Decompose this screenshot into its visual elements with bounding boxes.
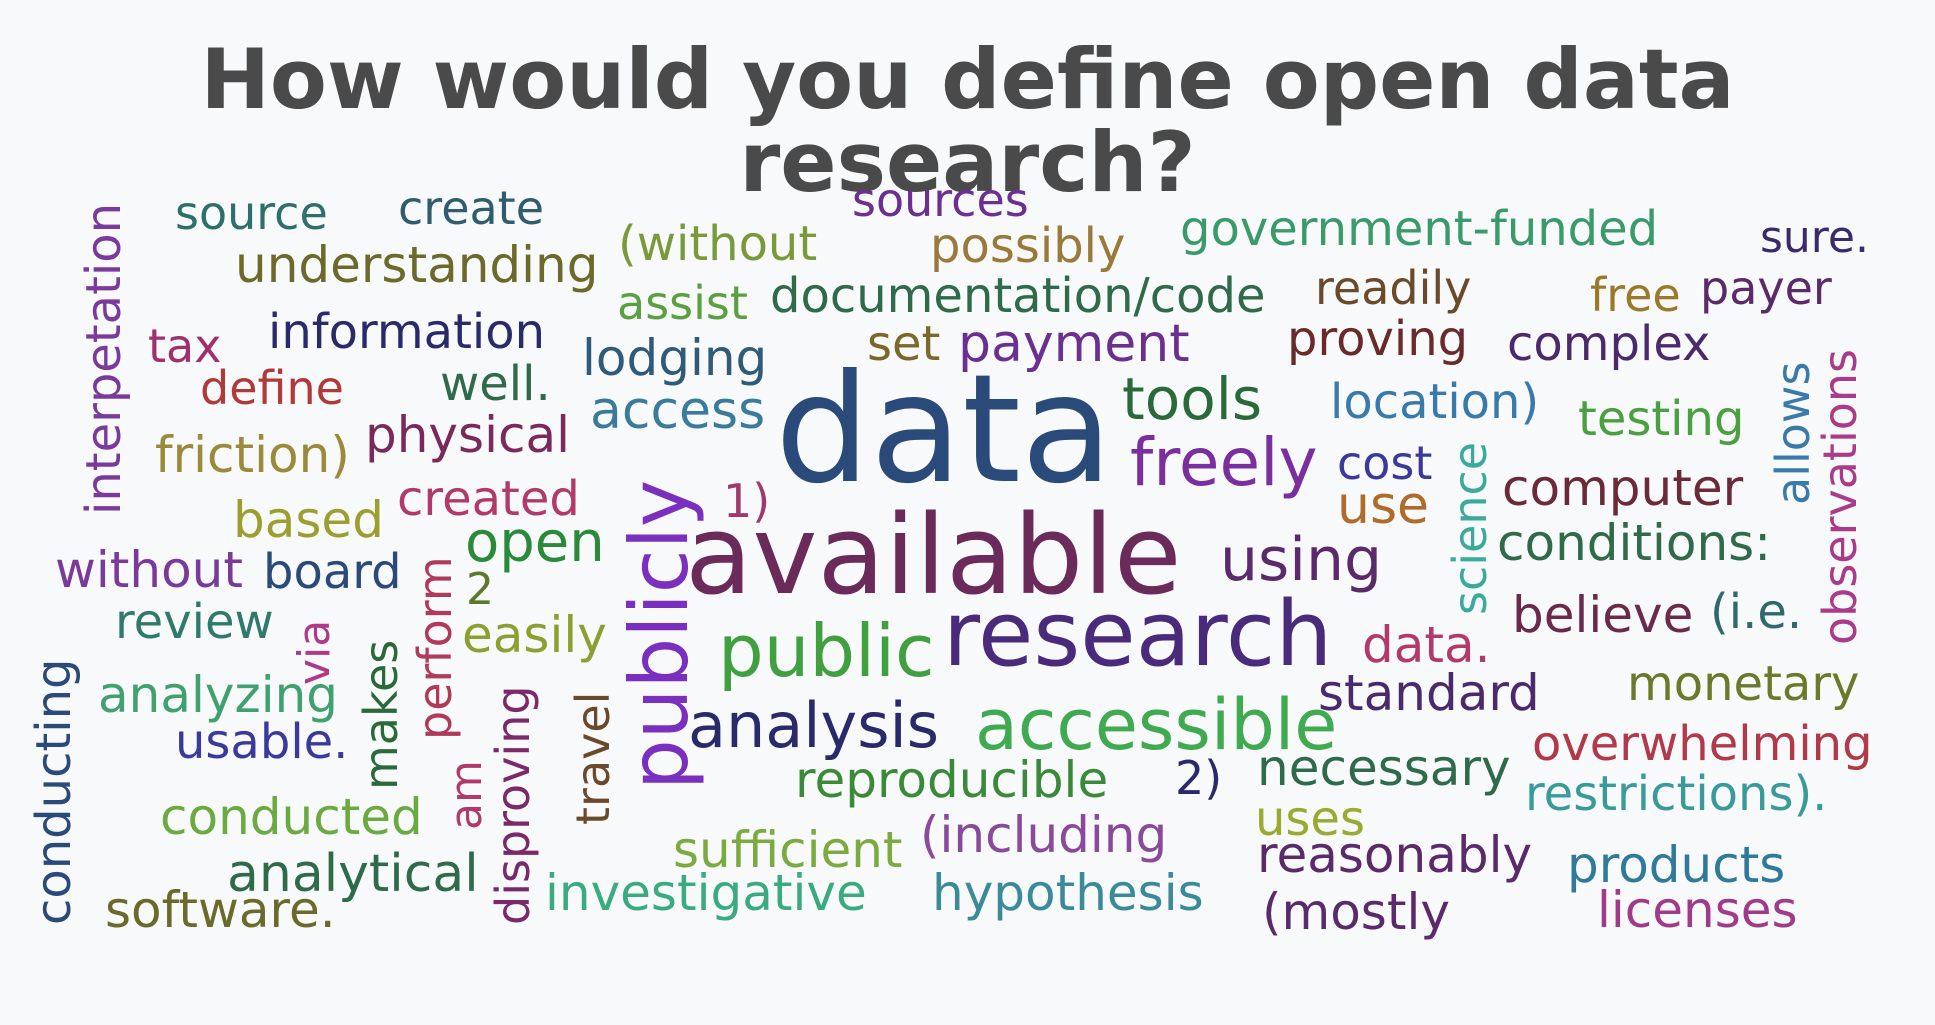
word-cloud-word: licenses bbox=[1597, 881, 1798, 939]
word-cloud-word: conducting bbox=[26, 658, 82, 925]
word-cloud-word: publicly bbox=[613, 479, 706, 790]
word-cloud-word: uses bbox=[1255, 791, 1365, 847]
word-cloud-word: understanding bbox=[235, 236, 599, 294]
word-cloud-word: monetary bbox=[1627, 656, 1860, 712]
word-cloud-word: allows bbox=[1766, 361, 1820, 505]
word-cloud-word: restrictions). bbox=[1525, 766, 1828, 822]
word-cloud-word: physical bbox=[365, 406, 570, 464]
word-cloud-word: board bbox=[263, 544, 402, 600]
word-cloud-word: define bbox=[200, 361, 344, 415]
word-cloud-word: analytical bbox=[227, 844, 479, 904]
word-cloud-word: testing bbox=[1578, 391, 1745, 447]
word-cloud-word: interpetation bbox=[76, 202, 132, 515]
word-cloud-word: sufficient bbox=[673, 821, 903, 879]
word-cloud-word: use bbox=[1337, 476, 1430, 536]
word-cloud-word: reproducible bbox=[795, 751, 1109, 809]
word-cloud-word: conditions: bbox=[1497, 514, 1772, 572]
word-cloud-word: accessible bbox=[975, 684, 1338, 766]
word-cloud-word: 2 bbox=[466, 564, 494, 615]
word-cloud-word: (including bbox=[920, 806, 1168, 864]
word-cloud-word: open bbox=[465, 510, 605, 575]
word-cloud-word: products bbox=[1567, 836, 1786, 894]
word-cloud-word: investigative bbox=[545, 864, 867, 922]
word-cloud-word: freely bbox=[1130, 424, 1318, 501]
word-cloud-word: well. bbox=[440, 356, 551, 412]
word-cloud-word: perform bbox=[408, 556, 462, 740]
word-cloud-word: via bbox=[289, 619, 340, 685]
word-cloud-word: documentation/code bbox=[770, 268, 1266, 324]
word-cloud-word: public bbox=[718, 609, 935, 693]
word-cloud-word: analysis bbox=[688, 689, 940, 762]
word-cloud-word: observations bbox=[1813, 348, 1867, 645]
word-cloud-word: data. bbox=[1362, 616, 1491, 674]
word-cloud-word: available bbox=[685, 491, 1182, 619]
word-cloud-word: 2) bbox=[1175, 751, 1223, 805]
word-cloud-word: without bbox=[55, 541, 243, 599]
word-cloud-word: travel bbox=[566, 691, 620, 825]
word-cloud-word: government-funded bbox=[1180, 201, 1659, 257]
word-cloud-word: source bbox=[175, 186, 328, 240]
word-cloud-word: easily bbox=[462, 606, 607, 664]
word-cloud-word: location) bbox=[1330, 374, 1540, 430]
word-cloud-word: sure. bbox=[1760, 212, 1869, 263]
word-cloud-word: (mostly bbox=[1262, 883, 1450, 941]
word-cloud-word: payer bbox=[1700, 261, 1832, 315]
word-cloud-word: conducted bbox=[160, 788, 423, 846]
word-cloud-word: using bbox=[1220, 525, 1383, 595]
word-cloud-word: lodging bbox=[582, 329, 768, 387]
word-cloud-word: disproving bbox=[486, 685, 540, 925]
word-cloud-word: standard bbox=[1318, 664, 1540, 722]
word-cloud-word: complex bbox=[1507, 316, 1711, 372]
word-cloud-word: information bbox=[268, 304, 546, 360]
word-cloud-word: overwhelming bbox=[1532, 716, 1873, 772]
word-cloud-word: am bbox=[441, 760, 492, 830]
word-cloud-word: reasonably bbox=[1257, 826, 1533, 884]
page-title: How would you define open data research? bbox=[200, 31, 1735, 211]
word-cloud-word: science bbox=[1443, 441, 1497, 615]
word-cloud-word: proving bbox=[1287, 311, 1469, 367]
word-cloud-word: usable. bbox=[175, 714, 349, 770]
word-cloud-word: data bbox=[775, 343, 1113, 517]
word-cloud-word: set bbox=[867, 316, 941, 372]
word-cloud-word: hypothesis bbox=[932, 864, 1204, 922]
word-cloud-word: access bbox=[590, 381, 766, 441]
word-cloud-word: necessary bbox=[1257, 739, 1511, 797]
word-cloud-word: based bbox=[233, 491, 384, 549]
word-cloud-word: cost bbox=[1337, 436, 1433, 490]
word-cloud-word: (i.e. bbox=[1710, 584, 1803, 640]
word-cloud-word: (without bbox=[618, 216, 818, 272]
word-cloud-word: tax bbox=[148, 319, 222, 373]
word-cloud-word: possibly bbox=[930, 218, 1126, 274]
word-cloud-word: sources bbox=[852, 173, 1029, 227]
word-cloud-word: assist bbox=[617, 276, 748, 330]
word-cloud-word: makes bbox=[354, 639, 408, 790]
word-cloud-word: 1) bbox=[723, 474, 771, 528]
word-cloud-word: readily bbox=[1315, 261, 1472, 315]
word-cloud-word: research bbox=[943, 582, 1333, 687]
word-cloud-word: create bbox=[398, 181, 545, 235]
word-cloud-word: created bbox=[397, 471, 580, 527]
word-cloud-word: computer bbox=[1502, 459, 1744, 517]
word-cloud-word: analyzing bbox=[98, 666, 339, 724]
word-cloud-word: free bbox=[1590, 268, 1681, 322]
word-cloud-word: payment bbox=[958, 314, 1190, 374]
word-cloud-word: software. bbox=[105, 881, 336, 939]
word-cloud-word: tools bbox=[1122, 365, 1263, 433]
word-cloud-word: believe bbox=[1512, 586, 1694, 644]
word-cloud-word: friction) bbox=[155, 426, 350, 484]
word-cloud-word: review bbox=[115, 594, 274, 650]
